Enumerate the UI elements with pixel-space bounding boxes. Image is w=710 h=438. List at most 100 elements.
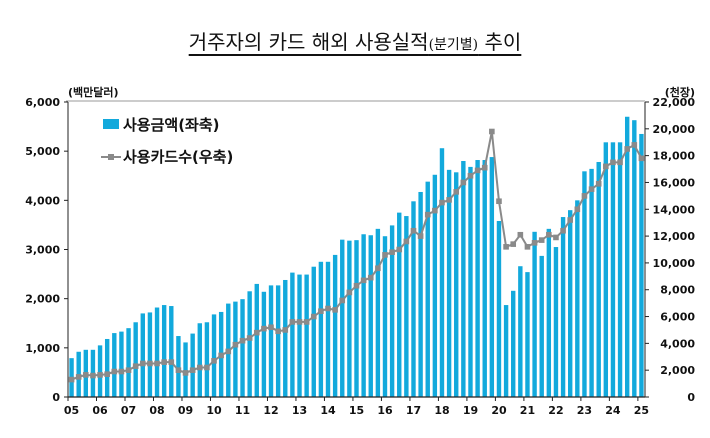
bar: [297, 274, 302, 397]
line-marker: [261, 325, 267, 332]
line-marker: [182, 370, 189, 376]
line-marker: [275, 328, 281, 335]
line-marker: [382, 252, 388, 258]
x-tick-label: 25: [634, 404, 649, 417]
line-marker: [524, 244, 531, 250]
right-tick-label: 0: [687, 391, 695, 404]
legend-bar-label: 사용금액(좌축): [123, 116, 220, 134]
bar: [568, 210, 573, 397]
line-marker: [610, 159, 616, 166]
bar: [475, 160, 480, 397]
bar: [147, 312, 153, 397]
bar: [503, 305, 509, 397]
line-marker: [218, 352, 224, 359]
x-tick-label: 07: [121, 404, 136, 417]
bar: [582, 171, 587, 397]
line-marker: [467, 172, 474, 179]
bar: [610, 142, 616, 397]
x-tick-label: 15: [349, 404, 364, 417]
line-marker: [132, 363, 139, 369]
bar: [632, 120, 637, 398]
line-marker: [310, 313, 317, 320]
bar: [240, 299, 245, 397]
line-marker: [139, 360, 146, 367]
chart-title: 거주자의 카드 해외 사용실적(분기별) 추이: [0, 26, 710, 55]
bar: [496, 220, 502, 397]
bar: [468, 166, 473, 397]
bar: [596, 161, 601, 397]
right-tick-label: 10,000: [653, 257, 696, 270]
left-tick-label: 0: [52, 391, 60, 404]
bar: [318, 261, 324, 397]
right-tick-label: 4,000: [660, 337, 695, 350]
line-marker: [617, 159, 623, 166]
bar: [518, 266, 523, 397]
bar: [119, 331, 124, 397]
bar: [375, 228, 381, 397]
bar: [304, 274, 309, 397]
title-suffix: (분기별): [428, 37, 479, 53]
right-tick-label: 14,000: [653, 203, 696, 216]
line-marker: [531, 239, 538, 246]
x-tick-label: 23: [577, 404, 592, 417]
bar: [211, 314, 217, 397]
left-tick-label: 3,000: [25, 244, 60, 257]
line-marker: [225, 348, 232, 355]
line-marker: [282, 327, 289, 333]
line-marker: [367, 274, 374, 281]
line-marker: [410, 227, 417, 234]
x-tick-label: 17: [406, 404, 421, 417]
title-end: 추이: [484, 30, 522, 54]
legend-line-marker: [108, 154, 114, 160]
line-marker: [517, 231, 524, 238]
left-tick-label: 6,000: [25, 96, 60, 109]
line-marker: [232, 341, 239, 348]
bar: [176, 336, 181, 397]
bar: [382, 236, 388, 397]
right-tick-label: 22,000: [653, 96, 696, 109]
x-tick-label: 18: [434, 404, 449, 417]
x-tick-label: 11: [235, 404, 250, 417]
x-tick-label: 06: [92, 404, 108, 417]
bar: [261, 291, 267, 397]
bar: [546, 228, 552, 397]
bar: [233, 301, 238, 397]
line-marker: [239, 337, 246, 344]
line-marker: [403, 238, 410, 245]
bar: [104, 338, 110, 397]
right-tick-label: 2,000: [660, 364, 695, 377]
line-marker: [603, 163, 609, 170]
line-marker: [631, 142, 638, 148]
legend: 사용금액(좌축) 사용카드수(우축): [101, 116, 233, 166]
line-marker: [567, 217, 574, 223]
bar: [617, 142, 623, 397]
line-marker: [389, 249, 395, 255]
right-tick-label: 12,000: [653, 230, 696, 243]
line-marker: [360, 277, 367, 284]
bar: [161, 305, 167, 397]
bar: [404, 216, 409, 397]
bar: [275, 285, 281, 397]
bar: [354, 240, 359, 397]
line-marker: [175, 367, 182, 373]
bar: [603, 142, 609, 397]
line-marker: [68, 376, 75, 383]
left-tick-label: 5,000: [25, 145, 60, 158]
line-marker: [268, 324, 274, 331]
x-tick-label: 24: [605, 404, 621, 417]
x-tick-label: 14: [320, 404, 336, 417]
bar: [411, 201, 416, 397]
line-marker: [75, 374, 82, 380]
line-marker: [97, 372, 103, 378]
right-tick-label: 8,000: [660, 284, 695, 297]
right-tick-label: 20,000: [653, 123, 696, 136]
line-marker: [481, 164, 488, 171]
line-marker: [417, 233, 424, 239]
bar: [560, 217, 566, 397]
right-tick-label: 6,000: [660, 311, 695, 324]
line-marker: [574, 206, 581, 213]
bar: [575, 200, 580, 397]
bar: [204, 322, 210, 397]
bar: [397, 212, 402, 397]
